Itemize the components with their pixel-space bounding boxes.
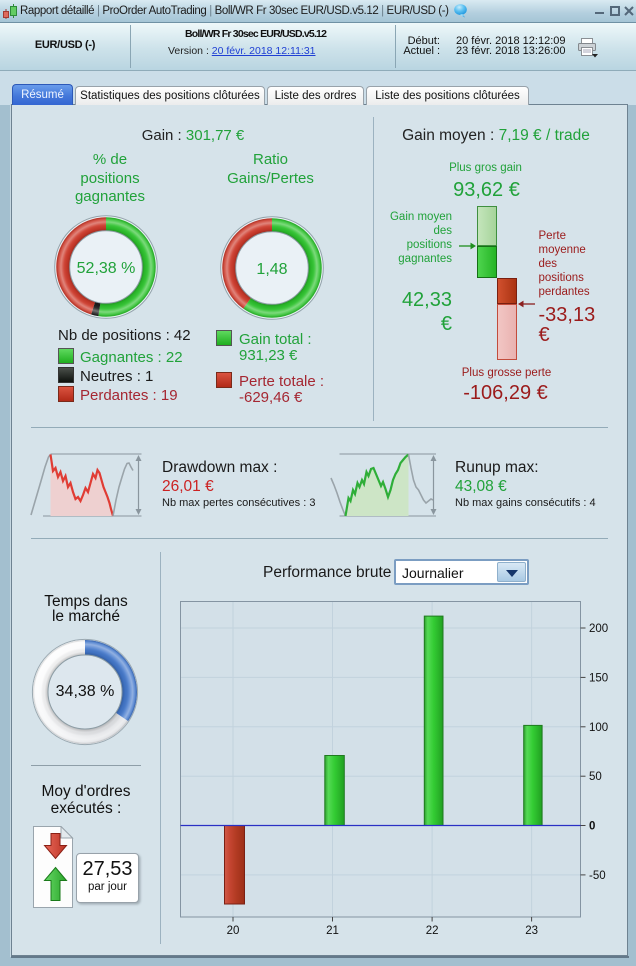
svg-text:20: 20 — [227, 925, 240, 937]
svg-text:-50: -50 — [589, 870, 606, 882]
svg-text:23: 23 — [525, 925, 538, 937]
svg-text:50: 50 — [589, 771, 602, 783]
svg-text:200: 200 — [589, 623, 608, 635]
svg-text:100: 100 — [589, 722, 608, 734]
svg-text:21: 21 — [326, 925, 339, 937]
svg-text:0: 0 — [589, 821, 595, 833]
svg-text:22: 22 — [426, 925, 439, 937]
svg-text:150: 150 — [589, 672, 608, 684]
